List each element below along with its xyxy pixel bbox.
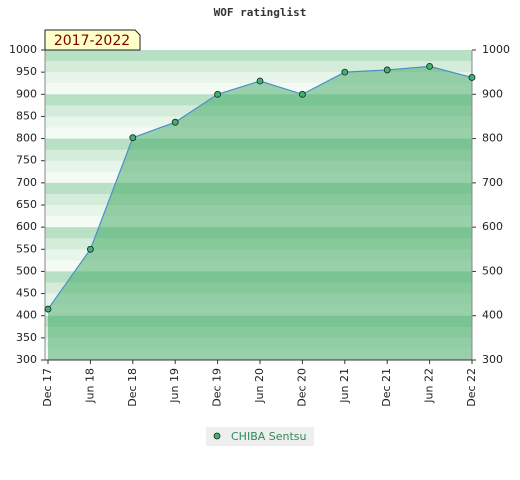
data-point (426, 62, 434, 70)
x-tick-label: Dec 17 (41, 368, 54, 407)
y2-tick-label: 900 (482, 87, 503, 100)
x-tick-label: Dec 19 (211, 368, 224, 407)
data-point (171, 118, 179, 126)
y-tick-label: 500 (16, 264, 37, 277)
background-band (45, 72, 472, 84)
background-band (45, 61, 472, 73)
x-tick-label: Dec 20 (295, 368, 308, 407)
y-tick-label: 350 (16, 331, 37, 344)
data-point (129, 134, 137, 142)
y-tick-label: 450 (16, 287, 37, 300)
y2-tick-label: 700 (482, 176, 503, 189)
y-tick-label: 400 (16, 309, 37, 322)
y2-tick-label: 1000 (482, 43, 510, 56)
y2-tick-label: 300 (482, 353, 503, 366)
y2-tick-label: 500 (482, 264, 503, 277)
y-tick-label: 850 (16, 109, 37, 122)
y-tick-label: 750 (16, 154, 37, 167)
data-point (87, 245, 94, 253)
x-tick-label: Dec 21 (380, 368, 393, 407)
x-tick-label: Jun 18 (83, 368, 96, 404)
x-tick-label: Jun 22 (423, 368, 436, 404)
data-point (341, 68, 349, 76)
y-tick-label: 900 (16, 87, 37, 100)
x-tick-label: Jun 19 (168, 368, 181, 404)
x-tick-label: Dec 18 (126, 368, 139, 407)
data-point (44, 305, 52, 313)
y-tick-label: 300 (16, 353, 37, 366)
y-tick-label: 800 (16, 132, 37, 145)
annotation-box (44, 29, 141, 51)
y2-tick-label: 600 (482, 220, 503, 233)
y-tick-label: 650 (16, 198, 37, 211)
x-tick-label: Dec 22 (465, 368, 478, 407)
data-point (256, 77, 264, 85)
y-tick-label: 600 (16, 220, 37, 233)
legend-label: CHIBA Sentsu (231, 430, 307, 443)
y2-tick-label: 400 (482, 309, 503, 322)
y-tick-label: 700 (16, 176, 37, 189)
legend-box (206, 427, 314, 446)
data-point (468, 74, 476, 81)
y-tick-label: 950 (16, 65, 37, 78)
x-tick-label: Jun 20 (253, 368, 266, 404)
area (48, 66, 472, 360)
data-point (383, 66, 391, 74)
background-band (45, 50, 472, 62)
x-tick-label: Jun 21 (338, 368, 351, 404)
y-tick-label: 1000 (9, 43, 37, 56)
y-tick-label: 550 (16, 242, 37, 255)
y2-tick-label: 800 (482, 132, 503, 145)
annotation: 2017-2022 (54, 33, 130, 49)
legend-marker (213, 432, 221, 440)
data-point (298, 90, 306, 98)
chart-title: WOF ratinglist (214, 6, 307, 19)
data-point (214, 90, 222, 98)
